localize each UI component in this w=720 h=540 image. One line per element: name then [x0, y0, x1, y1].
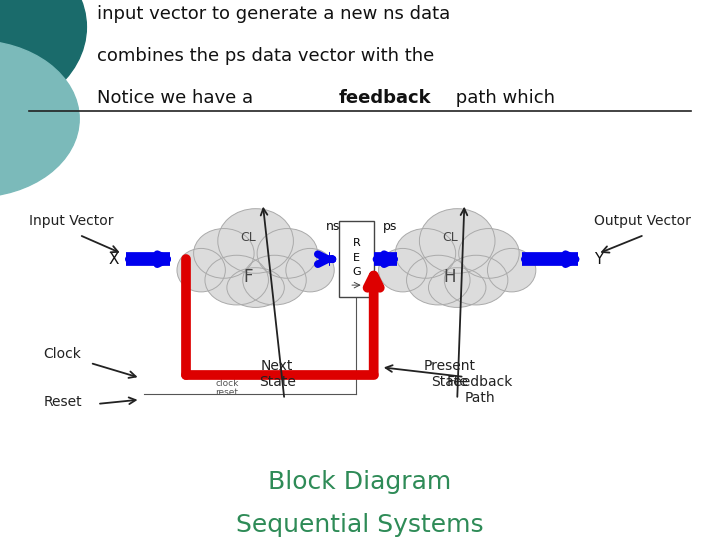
Ellipse shape: [177, 248, 225, 292]
Text: clock: clock: [215, 379, 238, 388]
Ellipse shape: [395, 228, 456, 278]
Ellipse shape: [379, 248, 427, 292]
Text: G: G: [352, 267, 361, 277]
Ellipse shape: [257, 228, 318, 278]
Circle shape: [0, 0, 86, 122]
Ellipse shape: [227, 268, 284, 307]
Text: Feedback
Path: Feedback Path: [446, 375, 513, 406]
Ellipse shape: [205, 255, 269, 305]
FancyBboxPatch shape: [339, 221, 374, 297]
Text: CL: CL: [442, 231, 458, 244]
Ellipse shape: [194, 228, 254, 278]
Ellipse shape: [407, 255, 470, 305]
Ellipse shape: [286, 248, 334, 292]
Text: input vector to generate a new ns data: input vector to generate a new ns data: [97, 5, 451, 23]
Text: Notice we have a: Notice we have a: [97, 89, 259, 107]
Ellipse shape: [444, 255, 508, 305]
Text: CL: CL: [240, 231, 256, 244]
Text: F: F: [243, 268, 253, 286]
Text: Output Vector: Output Vector: [594, 214, 691, 228]
Ellipse shape: [419, 208, 495, 273]
Text: H: H: [444, 268, 456, 286]
Text: ns: ns: [326, 220, 341, 233]
Text: feedback: feedback: [338, 89, 431, 107]
Circle shape: [0, 40, 79, 197]
Text: ps: ps: [383, 220, 397, 233]
Text: E: E: [353, 253, 360, 262]
Text: Sequential Systems: Sequential Systems: [236, 513, 484, 537]
Text: path which: path which: [450, 89, 555, 107]
Text: Input Vector: Input Vector: [29, 214, 113, 228]
Text: Y: Y: [594, 252, 603, 267]
Ellipse shape: [243, 255, 306, 305]
Text: X: X: [108, 252, 119, 267]
Text: Next
State: Next State: [258, 359, 296, 389]
Text: Present
State: Present State: [424, 359, 476, 389]
Text: reset: reset: [215, 388, 238, 397]
Ellipse shape: [487, 248, 536, 292]
Text: Clock: Clock: [43, 347, 81, 361]
Text: Block Diagram: Block Diagram: [269, 470, 451, 494]
Ellipse shape: [218, 208, 294, 273]
Text: Reset: Reset: [43, 395, 82, 409]
Ellipse shape: [428, 268, 486, 307]
Text: combines the ps data vector with the: combines the ps data vector with the: [97, 47, 434, 65]
Text: R: R: [353, 238, 360, 248]
Ellipse shape: [459, 228, 519, 278]
